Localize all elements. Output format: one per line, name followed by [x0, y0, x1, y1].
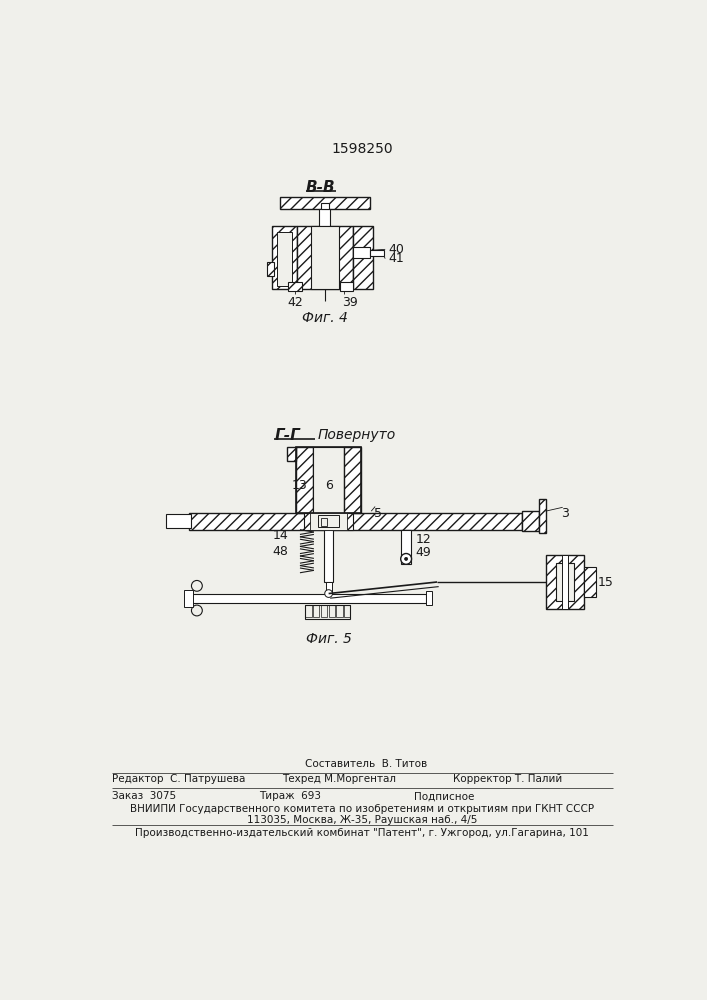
- Bar: [276, 232, 292, 286]
- Text: 42: 42: [288, 296, 303, 309]
- Bar: [344, 605, 351, 617]
- Bar: [321, 203, 329, 209]
- Text: Заказ  3075: Заказ 3075: [112, 791, 176, 801]
- Bar: [340, 282, 353, 291]
- Text: Повернуто: Повернуто: [317, 428, 396, 442]
- Text: Фиг. 4: Фиг. 4: [302, 311, 348, 325]
- Text: 49: 49: [416, 546, 431, 559]
- Bar: [304, 513, 354, 530]
- Bar: [324, 530, 333, 582]
- Text: 12: 12: [416, 533, 431, 546]
- Bar: [337, 605, 343, 617]
- Bar: [305, 605, 351, 619]
- Circle shape: [192, 580, 202, 591]
- Text: 13: 13: [291, 479, 307, 492]
- Text: 39: 39: [341, 296, 358, 309]
- Text: 40: 40: [388, 243, 404, 256]
- Bar: [313, 447, 344, 513]
- Text: Техред М.Моргентал: Техред М.Моргентал: [282, 774, 396, 784]
- Bar: [426, 591, 432, 605]
- Bar: [321, 518, 327, 526]
- Text: 3: 3: [561, 507, 569, 520]
- Text: Составитель  В. Титов: Составитель В. Титов: [305, 759, 428, 769]
- Text: В-В: В-В: [306, 180, 336, 195]
- Bar: [522, 511, 539, 531]
- Bar: [296, 447, 313, 513]
- Bar: [310, 513, 347, 530]
- Text: 113035, Москва, Ж-35, Раушская наб., 4/5: 113035, Москва, Ж-35, Раушская наб., 4/5: [247, 815, 477, 825]
- Bar: [317, 515, 339, 527]
- Bar: [297, 226, 353, 289]
- Bar: [321, 605, 327, 617]
- Bar: [402, 530, 411, 564]
- Text: 48: 48: [272, 545, 288, 558]
- Text: 41: 41: [388, 252, 404, 265]
- Bar: [287, 447, 296, 461]
- Circle shape: [192, 605, 202, 616]
- Bar: [539, 499, 546, 533]
- Text: Редактор  С. Патрушева: Редактор С. Патрушева: [112, 774, 245, 784]
- Text: 5: 5: [373, 507, 382, 520]
- Bar: [370, 250, 384, 256]
- Bar: [320, 209, 330, 226]
- Bar: [353, 226, 373, 289]
- Bar: [272, 226, 297, 289]
- Text: 1598250: 1598250: [331, 142, 393, 156]
- Bar: [305, 605, 312, 617]
- Bar: [166, 514, 191, 528]
- Text: Г-Г: Г-Г: [274, 428, 300, 443]
- Bar: [267, 262, 274, 276]
- Text: 15: 15: [597, 576, 614, 588]
- Circle shape: [325, 590, 332, 597]
- Bar: [353, 247, 370, 258]
- Bar: [296, 447, 361, 513]
- Circle shape: [404, 557, 408, 560]
- Bar: [313, 605, 320, 617]
- Bar: [344, 447, 361, 513]
- Bar: [288, 282, 301, 291]
- Text: Подписное: Подписное: [414, 791, 474, 801]
- Bar: [184, 590, 193, 607]
- Bar: [311, 226, 339, 289]
- Bar: [585, 567, 596, 597]
- Bar: [546, 555, 585, 609]
- Bar: [189, 513, 522, 530]
- Bar: [556, 563, 574, 601]
- Bar: [185, 594, 426, 603]
- Text: 14: 14: [273, 529, 288, 542]
- Text: 6: 6: [325, 479, 332, 492]
- Bar: [325, 582, 332, 594]
- Text: Производственно-издательский комбинат "Патент", г. Ужгород, ул.Гагарина, 101: Производственно-издательский комбинат "П…: [135, 828, 589, 838]
- Circle shape: [401, 554, 411, 564]
- Bar: [562, 555, 568, 609]
- Text: Корректор Т. Палий: Корректор Т. Палий: [452, 774, 562, 784]
- Bar: [329, 605, 335, 617]
- Bar: [280, 197, 370, 209]
- Text: Фиг. 5: Фиг. 5: [305, 632, 351, 646]
- Text: Тираж  693: Тираж 693: [259, 791, 321, 801]
- Text: ВНИИПИ Государственного комитета по изобретениям и открытиям при ГКНТ СССР: ВНИИПИ Государственного комитета по изоб…: [130, 804, 594, 814]
